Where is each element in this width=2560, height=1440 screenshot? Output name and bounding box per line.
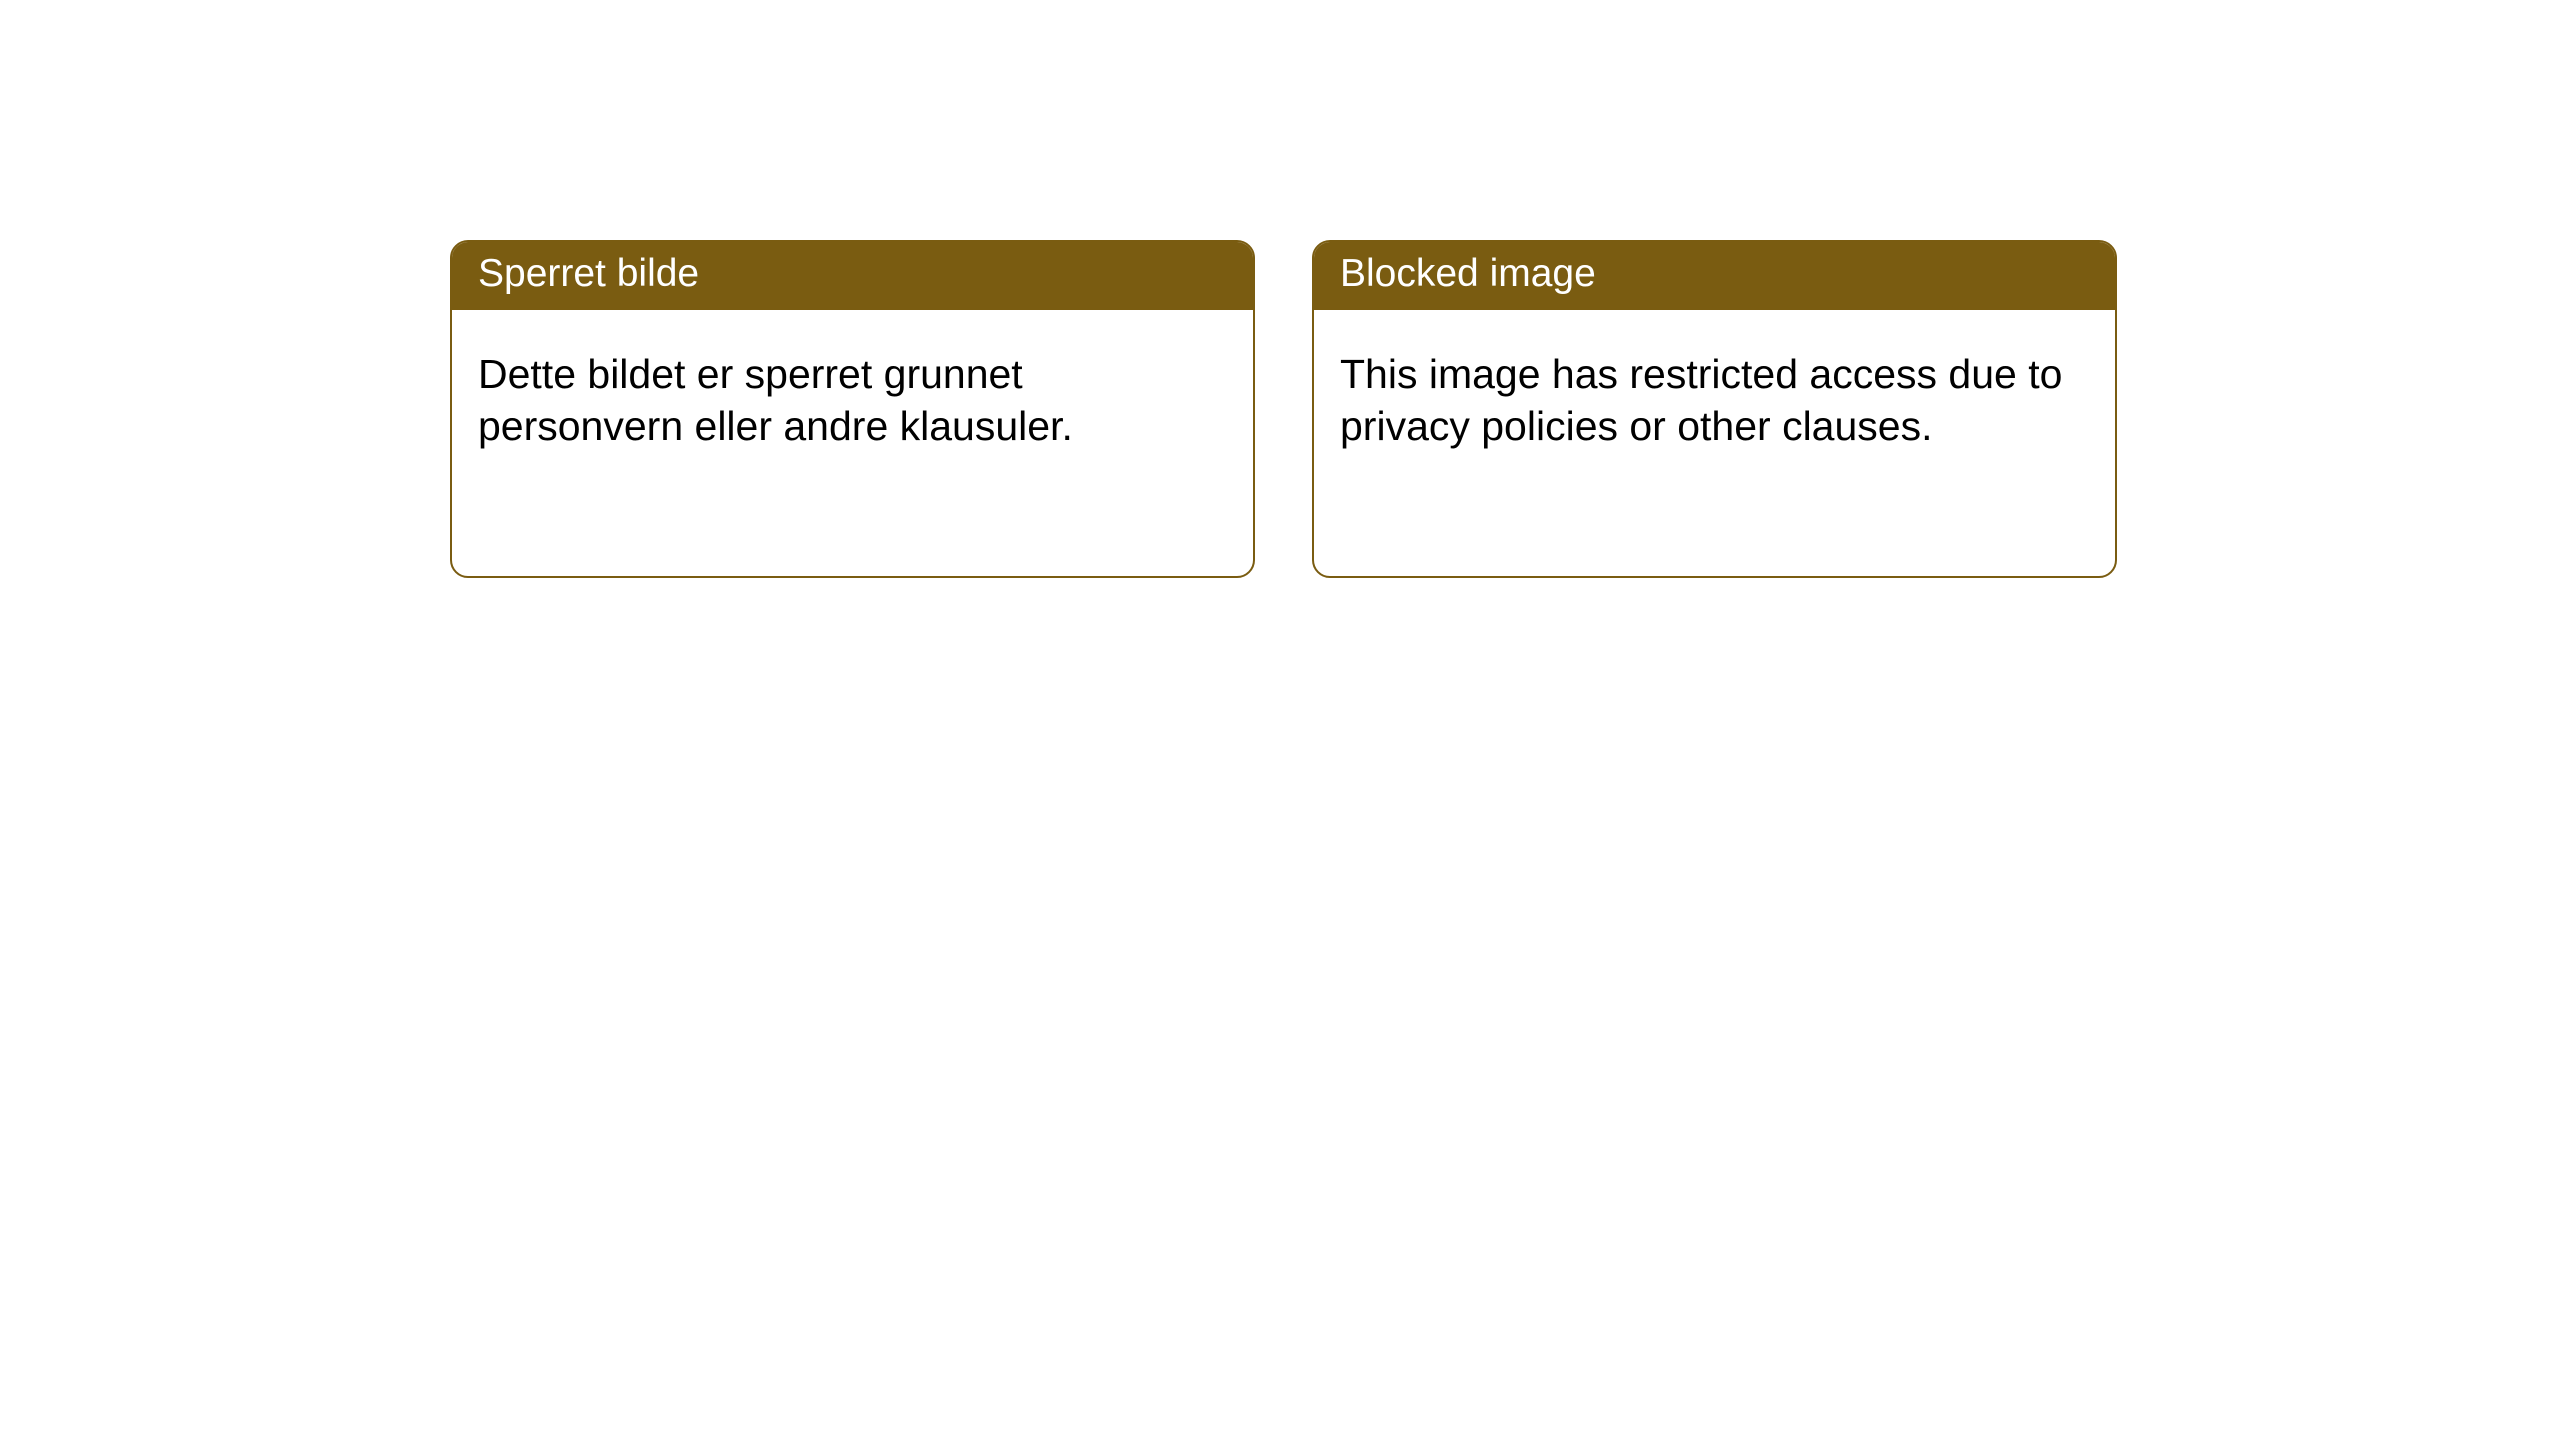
notice-title: Sperret bilde xyxy=(452,242,1253,310)
notice-body: Dette bildet er sperret grunnet personve… xyxy=(452,310,1253,479)
notice-container: Sperret bilde Dette bildet er sperret gr… xyxy=(0,0,2560,578)
notice-box-english: Blocked image This image has restricted … xyxy=(1312,240,2117,578)
notice-body: This image has restricted access due to … xyxy=(1314,310,2115,479)
notice-title: Blocked image xyxy=(1314,242,2115,310)
notice-box-norwegian: Sperret bilde Dette bildet er sperret gr… xyxy=(450,240,1255,578)
